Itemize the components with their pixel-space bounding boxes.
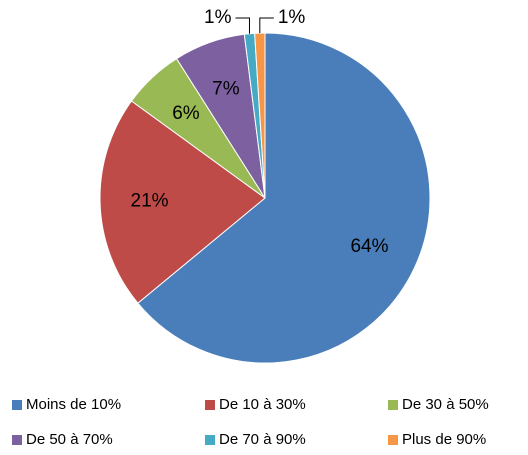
- leader-line: [259, 17, 274, 34]
- legend-swatch: [12, 400, 22, 410]
- data-label: 6%: [172, 103, 200, 124]
- data-label: 21%: [131, 191, 169, 212]
- leader-line: [235, 17, 250, 34]
- data-label: 1%: [278, 7, 306, 28]
- legend-label: Plus de 90%: [402, 431, 486, 448]
- data-label: 7%: [212, 78, 240, 99]
- legend-label: De 30 à 50%: [402, 396, 489, 413]
- data-label: 1%: [204, 7, 232, 28]
- legend-swatch: [205, 400, 215, 410]
- legend-swatch: [12, 435, 22, 445]
- data-label: 64%: [350, 236, 388, 257]
- pie-slice: [99, 100, 266, 304]
- legend-swatch: [388, 435, 398, 445]
- pie-slice: [254, 32, 266, 199]
- legend-label: De 10 à 30%: [219, 396, 306, 413]
- legend-label: De 50 à 70%: [26, 431, 113, 448]
- pie-slice: [137, 32, 431, 364]
- legend-label: De 70 à 90%: [219, 431, 306, 448]
- legend-swatch: [388, 400, 398, 410]
- legend-label: Moins de 10%: [26, 396, 121, 413]
- legend-swatch: [205, 435, 215, 445]
